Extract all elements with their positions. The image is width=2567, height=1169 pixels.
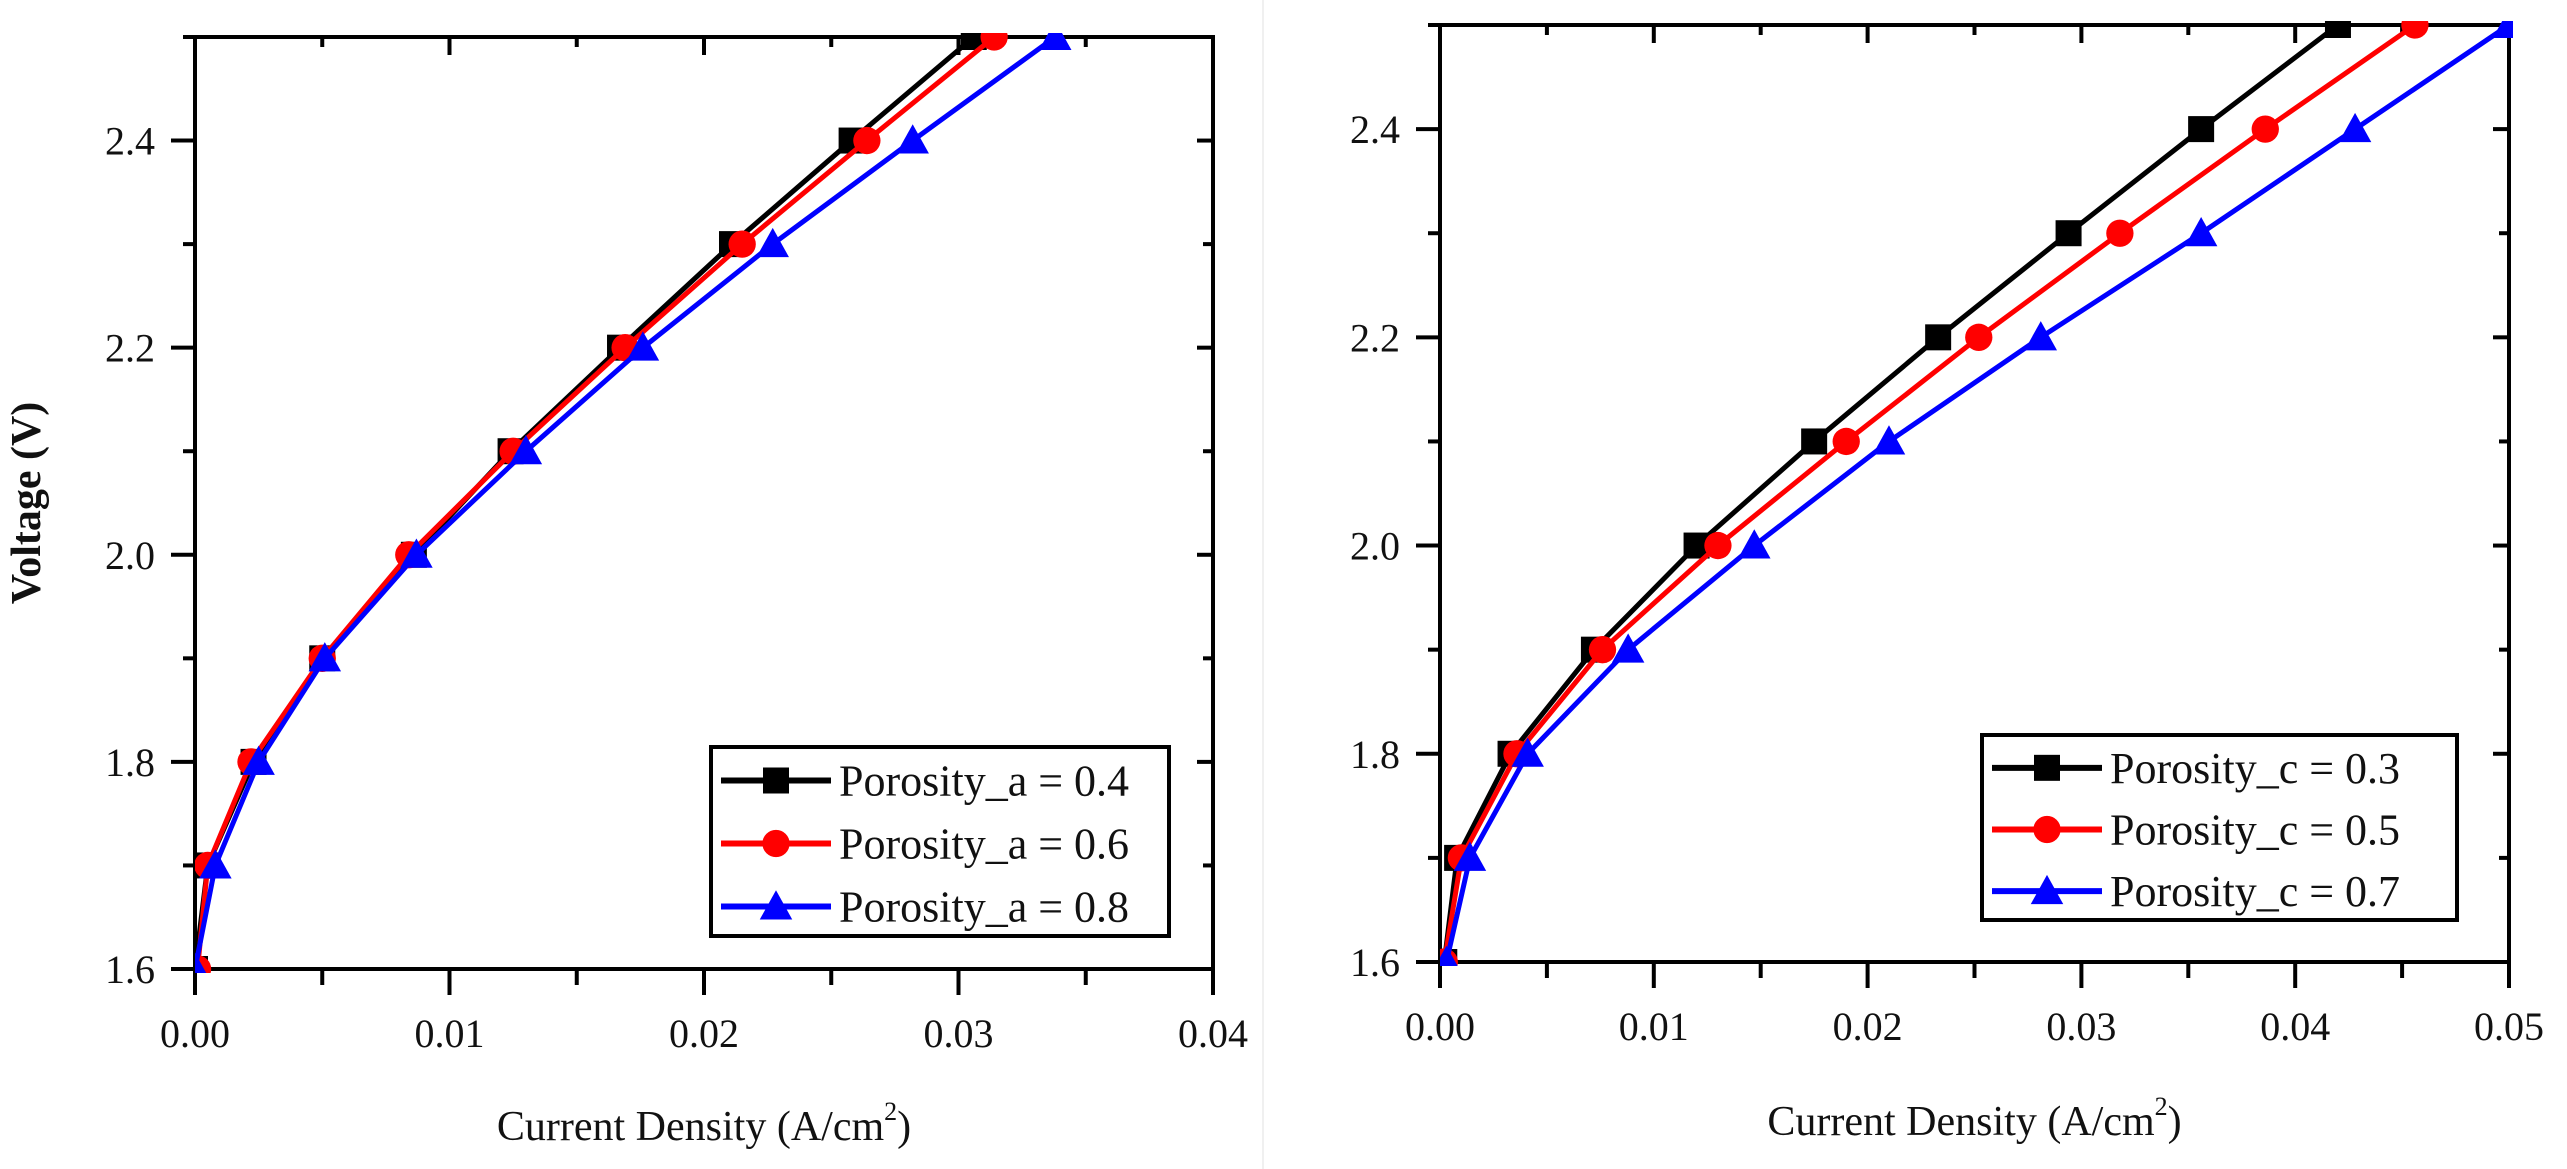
- legend-item: Porosity_c = 0.3: [1992, 744, 2400, 793]
- circle-legend-icon: [762, 829, 790, 858]
- y-tick-label: 2.2: [105, 326, 155, 371]
- x-tick-label: 0.04: [1178, 1011, 1248, 1056]
- x-tick-label: 0.00: [1405, 1004, 1475, 1049]
- triangle-marker: [1453, 841, 1487, 871]
- x-tick-label: 0.04: [2260, 1004, 2330, 1049]
- circle-marker: [2401, 21, 2429, 39]
- circle-marker: [980, 33, 1008, 51]
- x-axis-label: Current Density (A/cm2): [1767, 1092, 2181, 1145]
- circle-marker: [1965, 323, 1993, 351]
- triangle-marker: [1440, 945, 1458, 966]
- circle-marker: [1588, 636, 1617, 664]
- triangle-marker: [2338, 112, 2372, 143]
- square-marker: [1925, 324, 1952, 351]
- plot-area: [1440, 21, 2513, 966]
- x-tick-label: 0.03: [924, 1011, 994, 1056]
- triangle-marker: [1611, 633, 1645, 663]
- panel-divider: [1262, 0, 1264, 1169]
- x-axis: 0.00 0.01 0.02 0.03 0.04 0.05: [1405, 25, 2544, 1049]
- triangle-marker: [626, 331, 660, 361]
- y-tick-label: 2.0: [105, 533, 155, 578]
- circle-marker: [728, 230, 756, 258]
- circle-marker: [2251, 115, 2279, 143]
- triangle-marker: [1872, 425, 1906, 455]
- triangle-legend-icon: [2030, 874, 2064, 905]
- triangle-marker: [756, 227, 789, 258]
- triangle-marker: [1511, 737, 1544, 767]
- triangle-legend-icon: [759, 890, 793, 920]
- circle-marker: [1832, 427, 1860, 456]
- legend-item: Porosity_a = 0.4: [721, 757, 1129, 806]
- legend-item: Porosity_c = 0.7: [1992, 867, 2400, 916]
- y-axis: 1.6 1.8 2.0 2.2 2.4: [105, 35, 1213, 992]
- x-tick-label: 0.00: [160, 1011, 230, 1056]
- triangle-marker: [1738, 529, 1771, 559]
- y-tick-label: 2.4: [1350, 107, 1400, 152]
- legend-item: Porosity_a = 0.6: [721, 820, 1129, 869]
- square-marker: [2188, 116, 2215, 143]
- circle-marker: [853, 126, 881, 155]
- triangle-marker: [1038, 33, 1072, 50]
- x-tick-label: 0.01: [1619, 1004, 1689, 1049]
- legend: Porosity_a = 0.4 Porosity_a = 0.6 Porosity…: [709, 745, 1171, 938]
- triangle-marker: [2492, 21, 2513, 38]
- x-tick-label: 0.02: [1833, 1004, 1903, 1049]
- legend: Porosity_c = 0.3 Porosity_c = 0.5 Porosity…: [1980, 733, 2459, 922]
- legend-item: Porosity_c = 0.5: [1992, 806, 2400, 855]
- circle-marker: [1704, 531, 1732, 560]
- plot-area: [195, 33, 1072, 973]
- triangle-marker: [195, 952, 207, 973]
- circle-marker: [2106, 219, 2134, 247]
- legend-label: Porosity_a = 0.4: [839, 757, 1129, 806]
- triangle-marker: [199, 849, 232, 879]
- y-axis-label: Voltage (V): [4, 402, 50, 605]
- x-tick-label: 0.03: [2046, 1004, 2116, 1049]
- y-tick-label: 1.6: [1350, 940, 1400, 985]
- legend-item: Porosity_a = 0.8: [721, 883, 1129, 932]
- circle-legend-icon: [2033, 815, 2061, 844]
- y-tick-label: 2.4: [105, 119, 155, 164]
- legend-label: Porosity_a = 0.6: [839, 820, 1129, 869]
- triangle-marker: [2184, 216, 2218, 247]
- legend-label: Porosity_a = 0.8: [839, 883, 1129, 932]
- series-triangle: [195, 33, 1072, 973]
- square-marker: [2055, 220, 2082, 247]
- triangle-marker: [308, 642, 342, 672]
- square-legend-icon: [2034, 754, 2060, 781]
- triangle-marker: [509, 434, 543, 465]
- x-tick-label: 0.01: [415, 1011, 485, 1056]
- triangle-marker: [896, 124, 929, 154]
- y-axis: 1.6 1.8 2.0 2.2 2.4: [1350, 23, 2509, 985]
- y-tick-label: 1.8: [1350, 732, 1400, 777]
- series-circle: [1440, 21, 2429, 966]
- x-tick-label: 0.05: [2474, 1004, 2544, 1049]
- y-tick-label: 1.8: [105, 740, 155, 785]
- x-axis: 0.00 0.01 0.02 0.03 0.04: [160, 37, 1248, 1056]
- square-marker: [2324, 21, 2351, 38]
- legend-label: Porosity_c = 0.5: [2110, 806, 2400, 855]
- y-tick-label: 2.0: [1350, 524, 1400, 569]
- square-legend-icon: [763, 767, 789, 794]
- triangle-marker: [400, 538, 433, 568]
- y-tick-label: 2.2: [1350, 315, 1400, 360]
- x-tick-label: 0.02: [669, 1011, 739, 1056]
- x-axis-label: Current Density (A/cm2): [497, 1097, 911, 1150]
- y-tick-label: 1.6: [105, 947, 155, 992]
- triangle-marker: [242, 745, 275, 775]
- triangle-marker: [2024, 321, 2058, 351]
- legend-label: Porosity_c = 0.3: [2110, 744, 2400, 793]
- legend-label: Porosity_c = 0.7: [2110, 867, 2400, 916]
- series-triangle: [1440, 21, 2513, 966]
- square-marker: [1801, 428, 1828, 455]
